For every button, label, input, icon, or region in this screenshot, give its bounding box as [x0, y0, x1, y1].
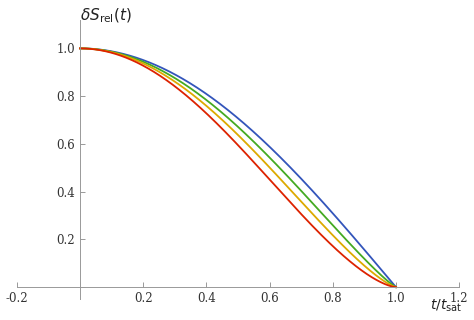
Text: $\delta S_{\rm rel}(t)$: $\delta S_{\rm rel}(t)$ [80, 6, 132, 25]
Text: $t/t_{\rm sat}$: $t/t_{\rm sat}$ [430, 298, 462, 314]
